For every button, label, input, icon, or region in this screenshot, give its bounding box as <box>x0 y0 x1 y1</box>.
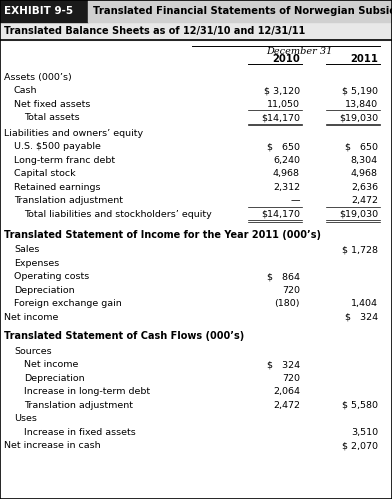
Text: 2,472: 2,472 <box>351 196 378 205</box>
Text: Net fixed assets: Net fixed assets <box>14 100 91 109</box>
Text: 720: 720 <box>282 374 300 383</box>
Text: Net increase in cash: Net increase in cash <box>4 441 101 450</box>
Text: 2011: 2011 <box>350 54 378 64</box>
Text: Foreign exchange gain: Foreign exchange gain <box>14 299 122 308</box>
Text: Translated Balance Sheets as of 12/31/10 and 12/31/11: Translated Balance Sheets as of 12/31/10… <box>4 26 305 36</box>
Text: Operating costs: Operating costs <box>14 272 89 281</box>
Text: 2010: 2010 <box>272 54 300 64</box>
Text: 2,472: 2,472 <box>273 401 300 410</box>
Text: 1,404: 1,404 <box>351 299 378 308</box>
Text: 2,636: 2,636 <box>351 183 378 192</box>
Text: Liabilities and owners’ equity: Liabilities and owners’ equity <box>4 129 143 138</box>
Text: EXHIBIT 9-5: EXHIBIT 9-5 <box>4 6 73 16</box>
Text: 3,510: 3,510 <box>351 428 378 437</box>
Text: Depreciation: Depreciation <box>24 374 85 383</box>
Text: $   324: $ 324 <box>267 360 300 369</box>
Text: Expenses: Expenses <box>14 259 59 268</box>
Text: 8,304: 8,304 <box>351 156 378 165</box>
Text: $14,170: $14,170 <box>261 113 300 122</box>
Text: $   650: $ 650 <box>267 142 300 151</box>
Text: Net income: Net income <box>24 360 78 369</box>
Text: Translation adjustment: Translation adjustment <box>14 196 123 205</box>
Text: $19,030: $19,030 <box>339 210 378 219</box>
Bar <box>88 0 392 22</box>
Text: Total assets: Total assets <box>24 113 80 122</box>
Text: 720: 720 <box>282 286 300 295</box>
Text: 2,312: 2,312 <box>273 183 300 192</box>
Text: Translated Statement of Income for the Year 2011 (000’s): Translated Statement of Income for the Y… <box>4 230 321 240</box>
Bar <box>0 22 392 40</box>
Text: $ 2,070: $ 2,070 <box>342 441 378 450</box>
Text: $   650: $ 650 <box>345 142 378 151</box>
Text: 6,240: 6,240 <box>273 156 300 165</box>
Text: Increase in fixed assets: Increase in fixed assets <box>24 428 136 437</box>
Text: Total liabilities and stockholders’ equity: Total liabilities and stockholders’ equi… <box>24 210 212 219</box>
Text: $   324: $ 324 <box>345 313 378 322</box>
Text: Translated Financial Statements of Norwegian Subsidiary: Translated Financial Statements of Norwe… <box>93 6 392 16</box>
Text: 11,050: 11,050 <box>267 100 300 109</box>
Text: $14,170: $14,170 <box>261 210 300 219</box>
Text: Cash: Cash <box>14 86 38 95</box>
Text: Sales: Sales <box>14 246 39 254</box>
Text: December 31: December 31 <box>266 47 332 56</box>
Text: Net income: Net income <box>4 313 58 322</box>
Text: Translated Statement of Cash Flows (000’s): Translated Statement of Cash Flows (000’… <box>4 331 244 341</box>
Text: $ 5,580: $ 5,580 <box>342 401 378 410</box>
Text: 13,840: 13,840 <box>345 100 378 109</box>
Text: 2,064: 2,064 <box>273 387 300 396</box>
Text: $ 3,120: $ 3,120 <box>264 86 300 95</box>
Text: Assets (000’s): Assets (000’s) <box>4 73 72 82</box>
Bar <box>0 0 88 22</box>
Text: Increase in long-term debt: Increase in long-term debt <box>24 387 150 396</box>
Text: Long-term franc debt: Long-term franc debt <box>14 156 115 165</box>
Text: Capital stock: Capital stock <box>14 169 76 178</box>
Text: Sources: Sources <box>14 347 52 356</box>
Text: Retained earnings: Retained earnings <box>14 183 100 192</box>
Text: Uses: Uses <box>14 414 37 423</box>
Text: $19,030: $19,030 <box>339 113 378 122</box>
Text: —: — <box>290 196 300 205</box>
Text: 4,968: 4,968 <box>273 169 300 178</box>
Text: U.S. $500 payable: U.S. $500 payable <box>14 142 101 151</box>
Text: Depreciation: Depreciation <box>14 286 74 295</box>
Text: Translation adjustment: Translation adjustment <box>24 401 133 410</box>
Text: $ 1,728: $ 1,728 <box>342 246 378 254</box>
Text: 4,968: 4,968 <box>351 169 378 178</box>
Text: $   864: $ 864 <box>267 272 300 281</box>
Text: (180): (180) <box>274 299 300 308</box>
Text: $ 5,190: $ 5,190 <box>342 86 378 95</box>
